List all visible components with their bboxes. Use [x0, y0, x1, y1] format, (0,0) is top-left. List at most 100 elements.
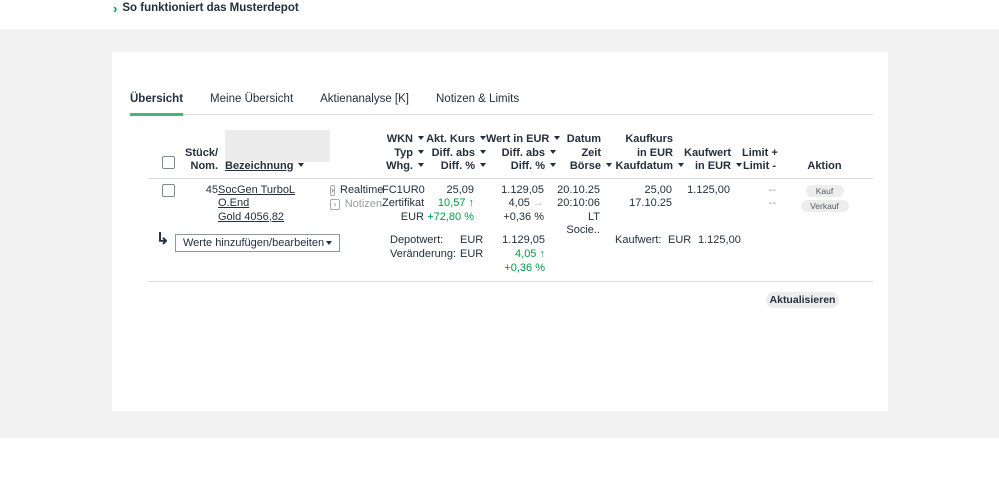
col-header-bezeichnung: Bezeichnung — [218, 128, 330, 179]
kaufwert-summary: Kaufwert: EUR 1.125,00 — [615, 233, 741, 247]
instrument-link-line2[interactable]: Gold 4056,82 — [218, 210, 285, 223]
instrument-link[interactable]: SocGen TurboL O.End — [218, 183, 296, 210]
sort-down-icon — [418, 136, 424, 140]
tab-notizen-limits[interactable]: Notizen & Limits — [436, 93, 520, 105]
aktualisieren-button[interactable]: Aktualisieren — [766, 292, 839, 308]
sort-down-icon — [606, 163, 612, 167]
wert-diff-pct: +0,36 % — [503, 210, 544, 223]
sort-bezeichnung[interactable]: Bezeichnung — [218, 160, 326, 174]
kaufwert-currency: EUR — [668, 234, 692, 246]
realtime-label: Realtime — [340, 183, 384, 196]
positions-table: Stück/ Nom. Bezeichnung WKN Typ Whg. A — [148, 128, 873, 238]
col-header-akt-kurs: Akt. Kurs Diff. abs Diff. % — [424, 128, 486, 179]
position-row: 45 SocGen TurboL O.End Gold 4056,82 › Re… — [148, 178, 873, 238]
kaufkurs-value: 25,00 — [644, 183, 672, 196]
summary-divider — [148, 281, 873, 282]
sort-kurs-diff-pct[interactable]: Diff. % — [424, 160, 486, 174]
whg-value: EUR — [400, 210, 424, 223]
how-it-works-link[interactable]: › So funktioniert das Musterdepot — [113, 2, 299, 15]
veraenderung-abs-value: 4,05 ↑ — [515, 248, 546, 260]
header-stueck-line2: Nom. — [190, 160, 219, 172]
col-header-links — [326, 128, 382, 179]
col-header-wert: Wert in EUR Diff. abs Diff. % — [486, 128, 561, 179]
row-select-cell — [148, 178, 178, 238]
tab-meine-uebersicht[interactable]: Meine Übersicht — [210, 93, 294, 105]
kurs-cell: 25,09 10,57 ↑ +72,80 % — [424, 178, 486, 238]
sort-boerse[interactable]: Börse — [556, 160, 612, 174]
sort-down-icon — [480, 136, 486, 140]
notizen-link[interactable]: › Notizen — [326, 198, 382, 212]
zeit-value: 20:10:06 — [557, 197, 600, 209]
col-header-datum: Datum Zeit Börse — [556, 128, 612, 179]
sort-down-icon — [298, 163, 305, 167]
wkn-value: FC1UR0 — [382, 183, 425, 196]
chevron-box-icon: › — [330, 199, 340, 211]
sort-typ[interactable]: Typ — [382, 147, 424, 161]
realtime-link[interactable]: › Realtime — [326, 183, 384, 198]
header-zeit: Zeit — [581, 146, 601, 159]
chevron-box-icon: › — [330, 184, 335, 196]
sorted-column-highlight — [225, 130, 330, 162]
sort-wert[interactable]: Wert in EUR — [486, 133, 561, 147]
header-kaufkurs-line2: in EUR — [636, 146, 673, 159]
kurs-diff-abs: 10,57 ↑ — [437, 197, 475, 209]
sort-wkn[interactable]: WKN — [382, 133, 424, 147]
dropdown-chevron-icon — [326, 241, 332, 245]
header-datum: Datum — [566, 133, 601, 145]
depot-summary: Depotwert: EUR 1.129,05 Veränderung: EUR… — [390, 233, 545, 275]
veraenderung-currency: EUR — [460, 248, 484, 260]
quick-links-cell: › Realtime › Notizen — [326, 178, 384, 238]
kurs-diff-pct: +72,80 % — [427, 210, 474, 223]
depot-card: Übersicht Meine Übersicht Aktienanalyse … — [112, 52, 888, 411]
tab-uebersicht[interactable]: Übersicht — [130, 93, 184, 116]
header-limit-plus: Limit + — [742, 146, 778, 159]
kaufwert-label: Kaufwert: — [615, 234, 662, 246]
limit-plus-value: -- — [768, 183, 776, 196]
sort-akt-kurs[interactable]: Akt. Kurs — [424, 133, 486, 147]
kaufwert-value: 1.125,00 — [687, 183, 730, 196]
kaufdatum-value: 17.10.25 — [629, 197, 672, 209]
dropdown-selected-value: Werte hinzufügen/bearbeiten — [183, 237, 324, 249]
sort-down-icon — [550, 163, 556, 167]
up-arrow-icon: ↑ — [539, 248, 546, 260]
col-header-kaufwert: Kaufwert in EUR — [684, 128, 742, 179]
header-kaufkurs-line1: Kaufkurs — [625, 133, 673, 145]
kurs-value: 25,09 — [446, 183, 474, 196]
verkauf-button[interactable]: Verkauf — [800, 199, 849, 212]
boerse-value: LT Socie.. — [566, 210, 600, 237]
kauf-button[interactable]: Kauf — [805, 184, 844, 197]
typ-value: Zertifikat — [382, 197, 425, 209]
sort-wert-diff-abs[interactable]: Diff. abs — [486, 147, 556, 161]
header-kaufwert-line1: Kaufwert — [684, 146, 732, 159]
werte-dropdown[interactable]: Werte hinzufügen/bearbeiten — [175, 234, 340, 252]
tab-aktienanalyse[interactable]: Aktienanalyse [K] — [320, 93, 409, 105]
depotwert-label: Depotwert: — [390, 234, 444, 246]
sort-down-icon — [554, 136, 561, 140]
wert-cell: 1.129,05 4,05 → +0,36 % — [486, 178, 556, 238]
datum-value: 20.10.25 — [557, 183, 600, 196]
sort-down-icon — [550, 149, 556, 154]
qty-cell: 45 — [205, 183, 218, 196]
depotwert-value: 1.129,05 — [502, 234, 545, 246]
wert-value: 1.129,05 — [501, 183, 544, 196]
sort-whg[interactable]: Whg. — [382, 160, 424, 174]
sort-kurs-diff-abs[interactable]: Diff. abs — [424, 147, 486, 161]
col-header-aktion: Aktion — [776, 128, 873, 179]
sort-kaufdatum[interactable]: Kaufdatum — [612, 160, 684, 174]
how-it-works-label: So funktioniert das Musterdepot — [122, 2, 299, 14]
sort-wert-diff-pct[interactable]: Diff. % — [486, 160, 556, 174]
row-checkbox[interactable] — [162, 183, 175, 197]
aktion-cell: Kauf Verkauf — [776, 178, 873, 238]
limit-cell: -- -- — [742, 178, 776, 238]
header-aktion: Aktion — [807, 160, 842, 172]
sort-kaufwert[interactable]: in EUR — [684, 160, 742, 174]
right-arrow-icon: → — [533, 197, 544, 209]
sort-down-icon — [678, 163, 684, 167]
select-all-checkbox[interactable] — [162, 156, 175, 169]
sort-down-icon — [736, 163, 742, 167]
table-header-row: Stück/ Nom. Bezeichnung WKN Typ Whg. A — [148, 128, 873, 179]
up-arrow-icon: ↑ — [468, 197, 475, 209]
wert-diff-abs: 4,05 → — [508, 197, 544, 209]
veraenderung-pct-value: +0,36 % — [504, 262, 545, 274]
